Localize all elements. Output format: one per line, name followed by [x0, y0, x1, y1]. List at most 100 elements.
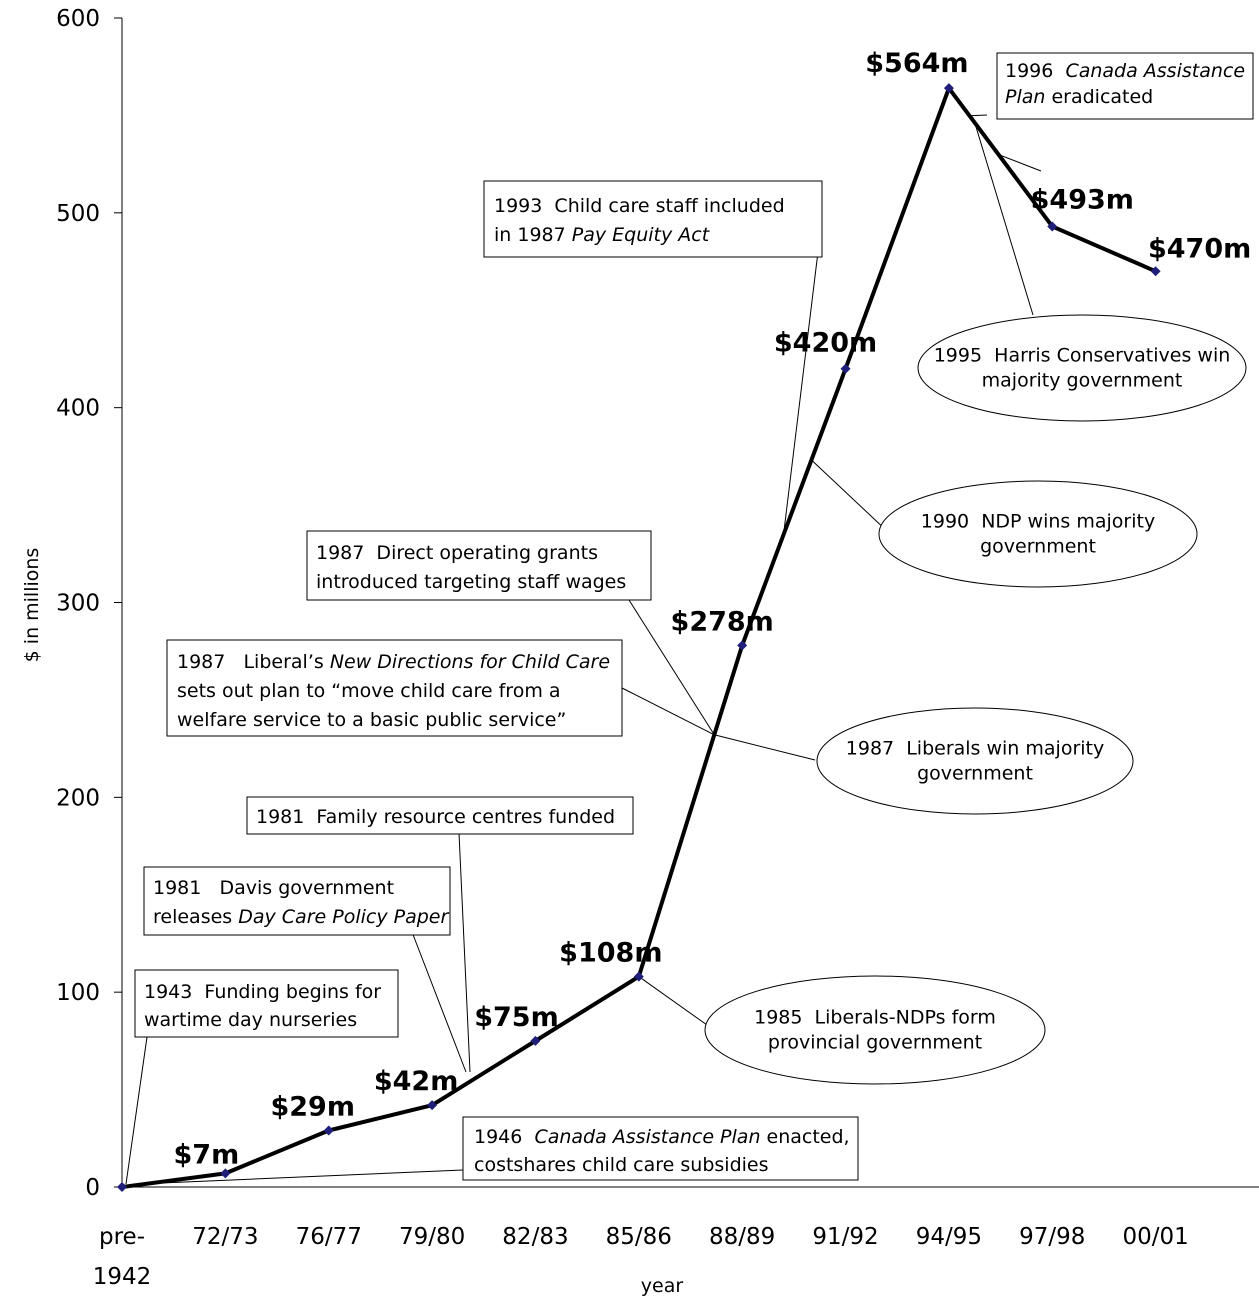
annotation-italic-text: Plan	[1005, 86, 1045, 108]
data-point-marker	[323, 1125, 334, 1136]
annotation-box	[134, 969, 399, 1038]
annotation-text-run: government	[980, 536, 1096, 558]
leader-line	[125, 1036, 148, 1185]
x-tick-label: 00/01	[1122, 1224, 1188, 1250]
annotation-a1995: 1995 Harris Conservatives win majority go…	[917, 314, 1247, 422]
x-tick-label: 91/92	[812, 1224, 878, 1250]
y-axis: 0 100 200 300 400 500 600	[56, 6, 123, 1201]
annotation-leader-lines	[125, 114, 1042, 1185]
annotation-text-run: 1987 Liberal’s	[177, 651, 330, 673]
annotation-text-run: provincial government	[768, 1032, 982, 1054]
x-tick-label: 85/86	[606, 1224, 672, 1250]
annotation-a1946: 1946 Canada Assistance Plan enacted, cost…	[462, 1116, 859, 1181]
annotation-text-run: 1990 NDP wins majority	[921, 511, 1155, 533]
data-label: $108m	[559, 938, 662, 969]
annotation-a1993: 1993 Child care staff included in 1987 Pa…	[483, 180, 823, 258]
data-labels: $7m $29m $42m $75m $108m $278m $420m $564m $493m…	[174, 48, 1252, 1170]
annotation-box	[462, 1116, 859, 1181]
annotation-text-run: releases	[153, 906, 238, 928]
data-point-marker	[1047, 221, 1058, 232]
annotation-text: releases Day Care Policy Paper	[153, 906, 449, 928]
leader-line	[621, 687, 715, 736]
annotation-text: government	[917, 763, 1033, 785]
annotation-a1987liberal: 1987 Liberal’s New Directions for Child …	[166, 639, 623, 737]
annotation-box	[246, 796, 634, 835]
data-label: $564m	[865, 48, 968, 79]
leader-line	[783, 218, 823, 535]
annotation-text-run: 1981 Family resource centres funded	[256, 806, 615, 828]
leader-line	[458, 832, 471, 1073]
annotation-ellipse	[917, 314, 1247, 422]
leader-line	[974, 122, 1034, 316]
annotation-text: in 1987 Pay Equity Act	[494, 224, 711, 246]
annotation-text: 1993 Child care staff included	[494, 195, 785, 217]
annotation-ellipse	[816, 707, 1134, 815]
annotation-text: costshares child care subsidies	[474, 1154, 769, 1176]
annotation-box	[996, 52, 1254, 120]
y-tick-label: 100	[56, 980, 100, 1006]
x-tick-label: 97/98	[1019, 1224, 1085, 1250]
annotation-text: introduced targeting staff wages	[316, 571, 626, 593]
x-tick-label: 79/80	[399, 1224, 465, 1250]
annotation-a1981frc: 1981 Family resource centres funded	[246, 796, 634, 835]
leader-line	[628, 599, 715, 736]
annotation-text: provincial government	[768, 1032, 982, 1054]
annotation-italic-text: Day Care Policy Paper	[238, 906, 449, 928]
annotation-text: sets out plan to “move child care from a	[177, 680, 561, 702]
x-tick-label: 82/83	[502, 1224, 568, 1250]
data-label: $493m	[1031, 184, 1134, 215]
annotation-text-run: 1943 Funding begins for	[144, 981, 381, 1003]
y-tick-label: 300	[56, 591, 100, 617]
annotation-text-run: eradicated	[1045, 86, 1153, 108]
data-label: $470m	[1148, 233, 1251, 264]
x-tick-label: pre-	[99, 1224, 145, 1250]
y-tick-label: 600	[56, 6, 100, 32]
annotation-text-run: in 1987	[494, 224, 572, 246]
annotation-text: 1981 Family resource centres funded	[256, 806, 615, 828]
annotation-text: 1987 Liberal’s New Directions for Child …	[177, 651, 610, 673]
annotation-a1943: 1943 Funding begins for wartime day nurse…	[134, 969, 399, 1038]
annotation-text: wartime day nurseries	[144, 1009, 357, 1031]
annotation-text-run: 1987 Liberals win majority	[846, 738, 1104, 760]
annotation-italic-text: Canada Assistance Plan	[534, 1126, 760, 1148]
data-point-marker	[530, 1035, 541, 1046]
annotation-ellipse	[878, 480, 1198, 588]
annotation-text: Plan eradicated	[1005, 86, 1153, 108]
annotation-text-run: government	[917, 763, 1033, 785]
annotation-text: 1987 Direct operating grants	[316, 542, 598, 564]
x-tick-label: 88/89	[709, 1224, 775, 1250]
annotation-text-run: 1946	[474, 1126, 534, 1148]
data-point-marker	[737, 640, 748, 651]
x-tick-label: 72/73	[192, 1224, 258, 1250]
y-tick-label: 200	[56, 785, 100, 811]
data-label: $278m	[671, 606, 774, 637]
data-label: $42m	[374, 1066, 459, 1097]
annotation-text-run: 1981 Davis government	[153, 877, 394, 899]
data-label: $420m	[774, 328, 877, 359]
annotation-a1990: 1990 NDP wins majority government	[878, 480, 1198, 588]
annotation-a1996: 1996 Canada Assistance Plan eradicated	[996, 52, 1254, 120]
annotation-italic-text: Pay Equity Act	[572, 224, 711, 246]
annotation-italic-text: Canada Assistance	[1065, 60, 1245, 82]
y-tick-label: 400	[56, 396, 100, 422]
data-point-marker	[633, 971, 644, 982]
annotation-a1987grants: 1987 Direct operating grants introduced t…	[306, 530, 652, 601]
leader-line	[811, 459, 889, 533]
annotation-text: 1995 Harris Conservatives win	[934, 345, 1231, 367]
annotation-text-run: introduced targeting staff wages	[316, 571, 626, 593]
annotation-a1981davis: 1981 Davis government releases Day Care P…	[143, 866, 451, 936]
annotation-text-run: wartime day nurseries	[144, 1009, 357, 1031]
annotations: 1943 Funding begins for wartime day nurse…	[134, 52, 1254, 1181]
data-point-marker	[840, 363, 851, 374]
data-point-marker	[117, 1182, 127, 1192]
annotation-text-run: 1987 Direct operating grants	[316, 542, 598, 564]
y-tick-label: 0	[85, 1175, 100, 1201]
y-tick-label: 500	[56, 201, 100, 227]
annotation-text: 1943 Funding begins for	[144, 981, 381, 1003]
annotation-text-run: 1993 Child care staff included	[494, 195, 785, 217]
annotation-text-run: sets out plan to “move child care from a	[177, 680, 561, 702]
data-label: $7m	[174, 1139, 240, 1170]
data-point-marker	[427, 1100, 438, 1111]
annotation-text-run: majority government	[982, 370, 1183, 392]
x-axis: pre- 1942 72/73 76/77 79/80 82/83 85/86 88/89 91…	[93, 1186, 1259, 1290]
